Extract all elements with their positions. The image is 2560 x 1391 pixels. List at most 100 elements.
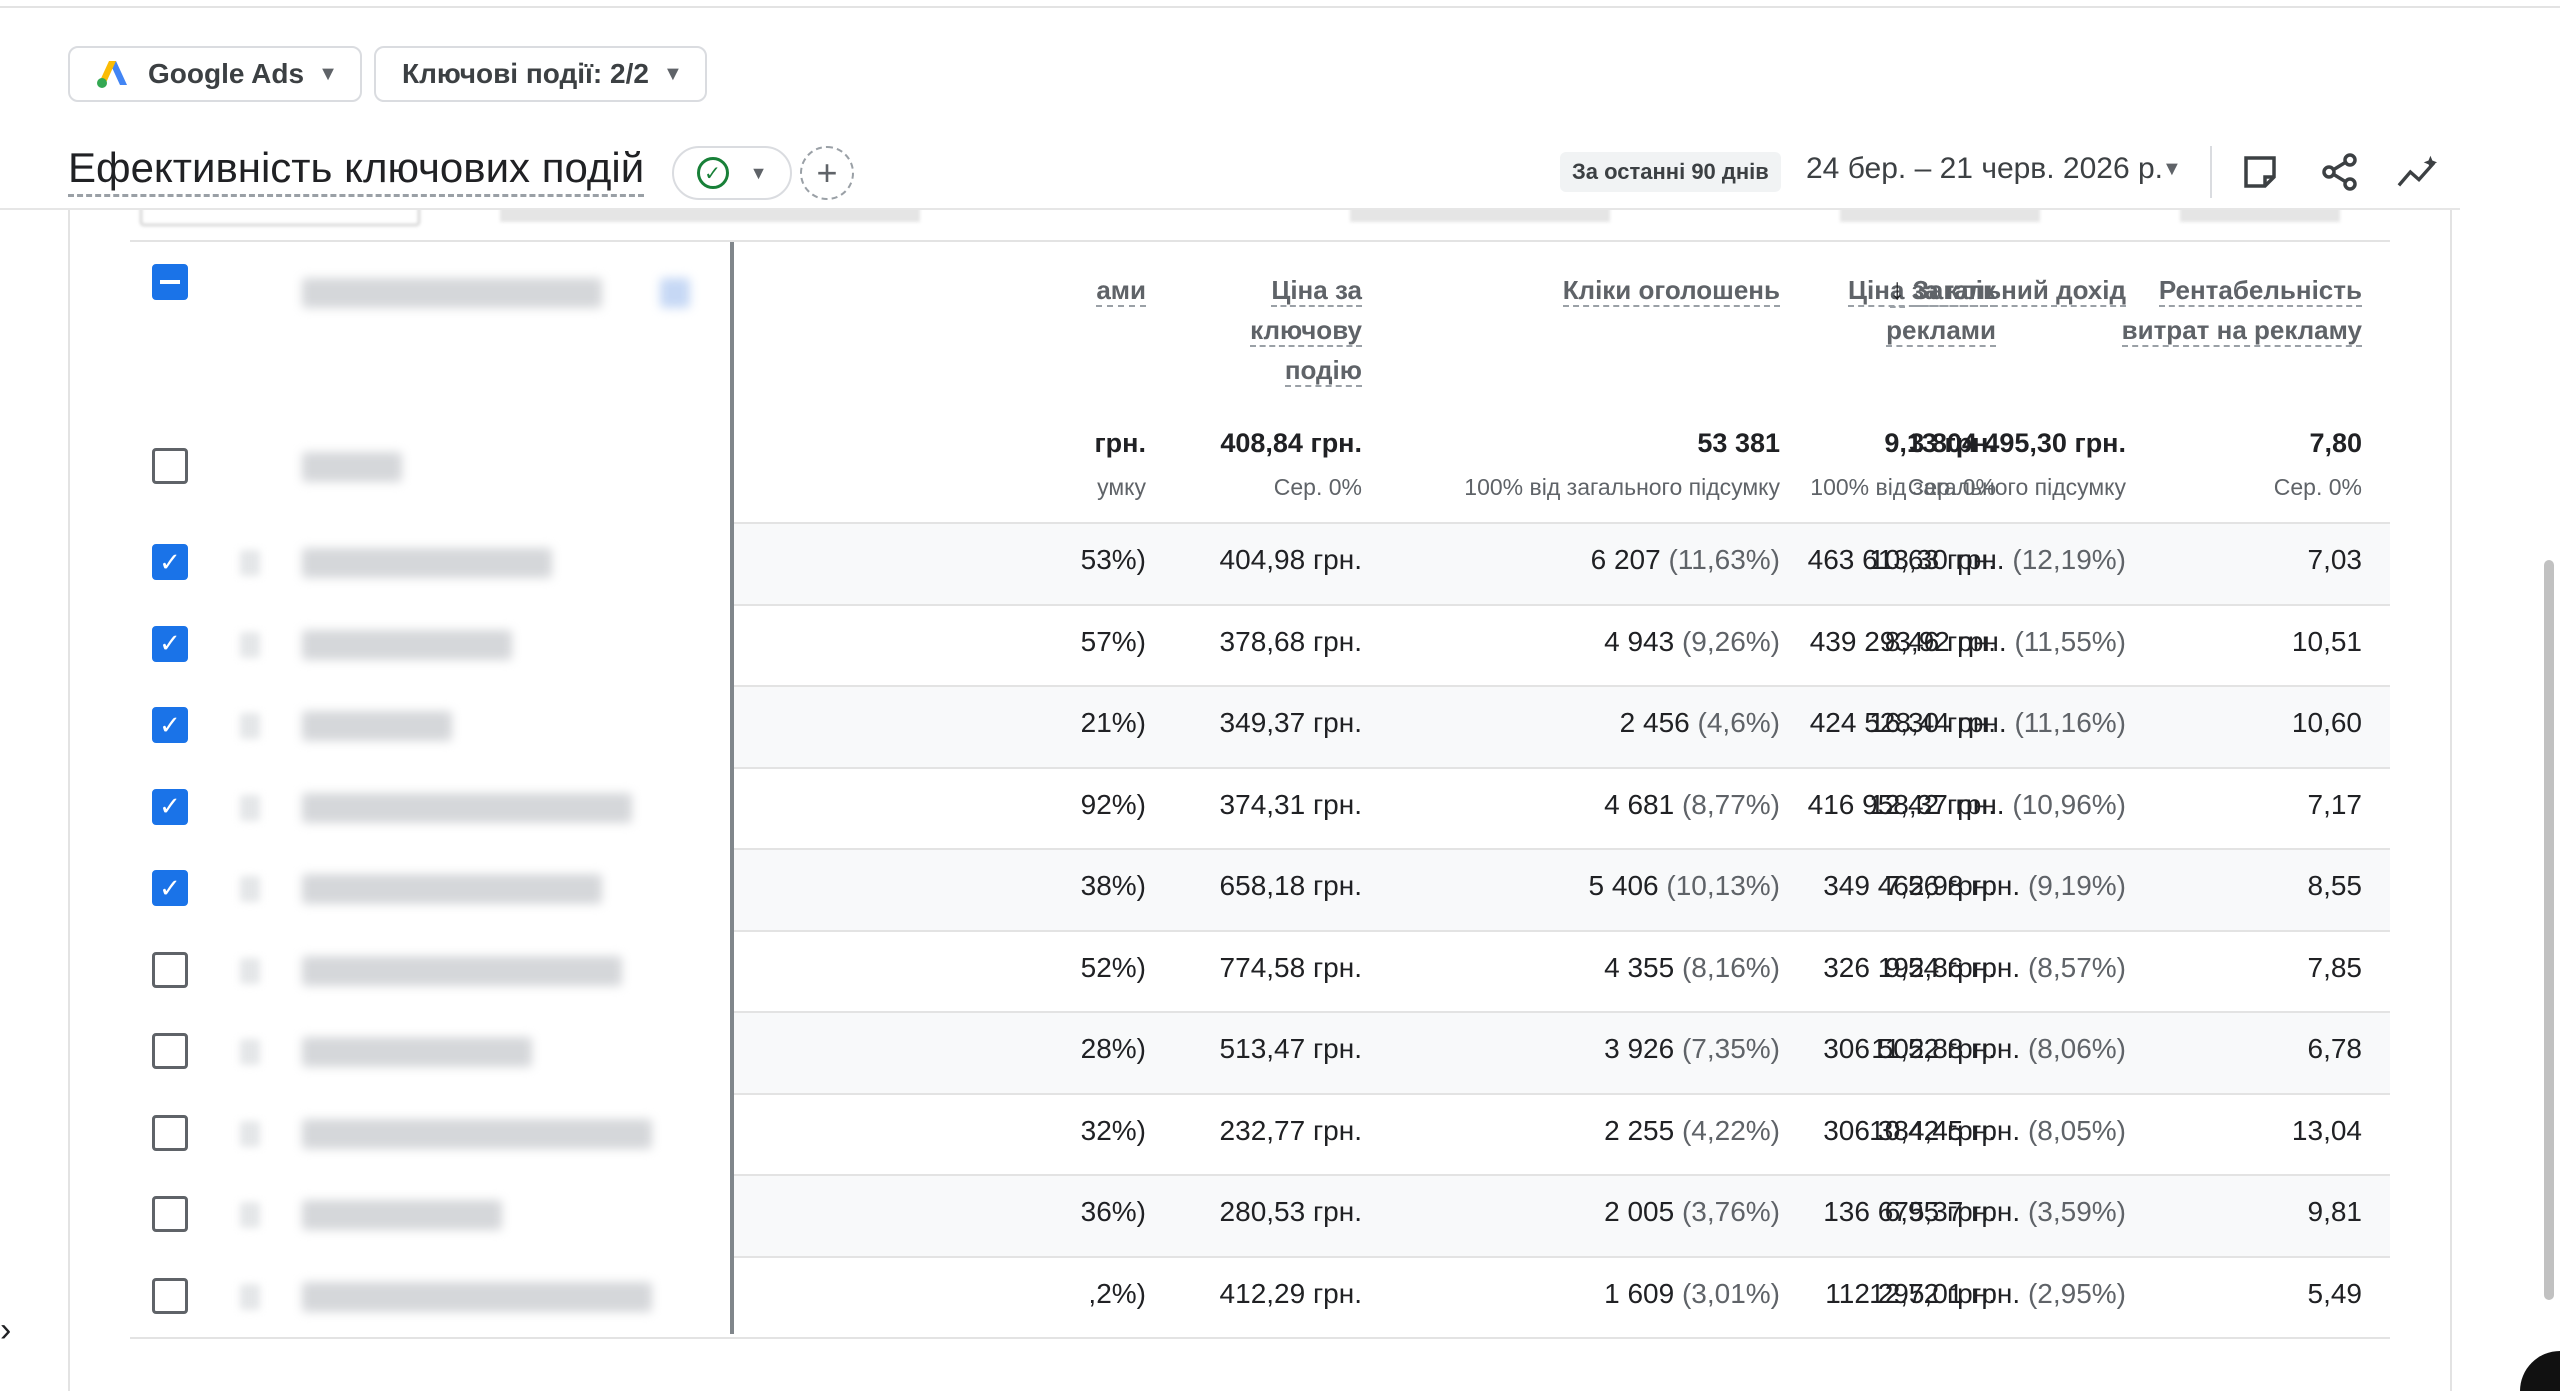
row-checkbox[interactable]: ✓ (152, 788, 188, 825)
cell-roas-value: 10,51 (2291, 625, 2362, 657)
row-index-blurred (240, 631, 260, 658)
row-index-blurred (240, 957, 260, 984)
row-checkbox[interactable]: ✓ (152, 544, 188, 580)
cell-roas-value: 10,60 (2291, 707, 2362, 738)
row-divider (130, 848, 2390, 850)
cell-cpc: 7,56 грн. (1885, 870, 1996, 902)
column-header-cpc[interactable]: Ціна за клік реклами (1848, 275, 1996, 347)
cell-cost-per-key-event: 280,53 грн. (1220, 1196, 1362, 1228)
cell-total-revenue-share: (2,95%) (2027, 1277, 2126, 1309)
key-events-filter-label: Ключові події: 2/2 (402, 58, 649, 89)
cell-ad-clicks-value: 5 406 (1588, 870, 1659, 901)
column-header-ad-clicks[interactable]: Кліки оголошень (1562, 275, 1780, 307)
row-checkbox[interactable]: ✓ (152, 870, 188, 906)
cell-total-revenue: 136 675,37 грн. (3,59%) (1823, 1196, 2126, 1228)
cell-ad-clicks-share: (4,6%) (1697, 707, 1780, 738)
row-divider (130, 1092, 2390, 1095)
key-events-filter-button[interactable]: Ключові події: 2/2 ▼ (374, 46, 707, 102)
row-dimension-blurred[interactable] (302, 955, 622, 986)
chevron-right-icon[interactable]: › (0, 1310, 12, 1349)
cell-total-revenue-share: (8,05%) (2027, 1114, 2126, 1146)
row-dimension-blurred[interactable] (302, 548, 552, 578)
cell-ad-clicks-value: 1 609 (1604, 1277, 1675, 1309)
row-dimension-blurred[interactable] (302, 1281, 652, 1312)
cell-ad-clicks-share: (11,63%) (1668, 544, 1780, 575)
cell-cost-per-key-event-value: 412,29 грн. (1219, 1277, 1362, 1309)
frozen-dimension-column: ✓ ✓ ✓ ✓ ✓ (130, 242, 730, 1334)
cell-roas: 8,55 (2308, 870, 2363, 902)
share-icon[interactable] (2318, 150, 2362, 194)
row-checkbox[interactable]: ✓ (152, 707, 188, 743)
row-checkbox[interactable] (152, 1196, 188, 1232)
date-range-picker[interactable]: 24 бер. – 21 черв. 2026 р. (1806, 152, 2164, 185)
cell-ad-clicks: 4 681 (8,77%) (1604, 789, 1780, 821)
select-all-checkbox[interactable] (152, 264, 188, 300)
top-divider (0, 6, 2560, 8)
cell-total-revenue: 424 528,44 грн. (11,16%) (1810, 707, 2126, 739)
cell-cost-per-key-event: 404,98 грн. (1220, 544, 1362, 576)
cell-cpc-value: 10,42 грн. (1869, 1114, 1996, 1146)
total-ad-clicks: 53 381 (1697, 428, 1780, 458)
insights-icon[interactable] (2396, 150, 2440, 194)
row-index-blurred (240, 794, 260, 821)
column-header-partial[interactable]: ами (1096, 275, 1146, 307)
row-divider (130, 1011, 2390, 1013)
cell-cpc-value: 11,52 грн. (1871, 1033, 1996, 1064)
vertical-scrollbar[interactable] (2544, 560, 2554, 1300)
report-header: Ефективність ключових подій ✓ ▼ + За ост… (0, 130, 2460, 210)
cell-cpc: 12,72 грн. (1869, 1278, 1996, 1310)
notes-icon[interactable] (2238, 150, 2282, 194)
row-checkbox[interactable] (152, 951, 188, 988)
row-dimension-blurred[interactable] (302, 1037, 532, 1067)
table-top-border (130, 240, 2390, 242)
cell-cpc-value: 12,72 грн. (1869, 1277, 1996, 1309)
cell-partial-value: 53%) (1080, 544, 1146, 575)
cell-partial-value: 52%) (1080, 951, 1146, 983)
row-index-blurred (240, 713, 260, 739)
cell-ad-clicks-value: 4 681 (1604, 788, 1675, 820)
cell-total-revenue-value: 306 502,88 грн. (1823, 1033, 2021, 1064)
cell-total-revenue-value: 326 192,86 грн. (1823, 951, 2021, 983)
google-ads-logo (97, 61, 127, 88)
row-dimension-blurred[interactable] (302, 792, 632, 823)
row-dimension-blurred[interactable] (302, 1118, 652, 1149)
totals-label-blurred (302, 452, 402, 482)
row-dimension-blurred[interactable] (302, 1200, 502, 1230)
row-divider (130, 1255, 2390, 1258)
row-checkbox[interactable] (152, 1277, 188, 1314)
cell-cpc-value: 9,54 грн. (1884, 951, 1996, 983)
cell-ad-clicks: 5 406 (10,13%) (1589, 870, 1780, 902)
column-header-total-revenue[interactable]: ↓ Загальний дохід (1889, 273, 2126, 308)
cell-partial: 21%) (1081, 707, 1146, 739)
row-checkbox[interactable] (152, 1033, 188, 1069)
dimension-picker-blurred (660, 278, 690, 308)
google-ads-filter-button[interactable]: Google Ads ▼ (68, 46, 362, 102)
row-dimension-blurred[interactable] (302, 629, 512, 660)
total-roas: 7,80 (2309, 428, 2362, 458)
column-header-roas[interactable]: Рентабельність витрат на рекламу (2121, 275, 2362, 347)
page-title: Ефективність ключових подій (68, 144, 645, 197)
cell-partial: ,2%) (1088, 1278, 1146, 1310)
cell-ad-clicks: 2 456 (4,6%) (1620, 707, 1780, 739)
total-cpc-sub: Сер. 0% (1907, 474, 1996, 500)
chevron-down-icon[interactable]: ▼ (2162, 158, 2182, 180)
totals-checkbox[interactable] (152, 448, 188, 484)
row-dimension-blurred[interactable] (302, 874, 602, 904)
cell-ad-clicks: 4 943 (9,26%) (1604, 626, 1780, 658)
row-checkbox[interactable] (152, 1114, 188, 1151)
row-index-blurred (240, 1283, 260, 1310)
status-dropdown[interactable]: ✓ ▼ (672, 146, 792, 200)
cell-ad-clicks-share: (3,76%) (1681, 1196, 1780, 1227)
row-dimension-blurred[interactable] (302, 711, 452, 741)
cell-cost-per-key-event: 378,68 грн. (1220, 626, 1362, 658)
cell-total-revenue-value: 439 293,92 грн. (1809, 625, 2007, 657)
frozen-column-divider[interactable] (730, 242, 734, 1334)
cell-total-revenue-share: (8,57%) (2027, 951, 2126, 983)
add-comparison-button[interactable]: + (800, 146, 854, 200)
row-checkbox[interactable]: ✓ (152, 625, 188, 662)
cell-total-revenue: 463 613,30 грн. (12,19%) (1808, 544, 2126, 576)
cell-cost-per-key-event-value: 378,68 грн. (1219, 625, 1362, 657)
column-header-cost-per-key-event[interactable]: Ціна за ключову подію (1250, 275, 1362, 387)
cell-total-revenue: 349 462,98 грн. (9,19%) (1823, 870, 2126, 902)
cell-roas-value: 5,49 (2307, 1277, 2363, 1309)
